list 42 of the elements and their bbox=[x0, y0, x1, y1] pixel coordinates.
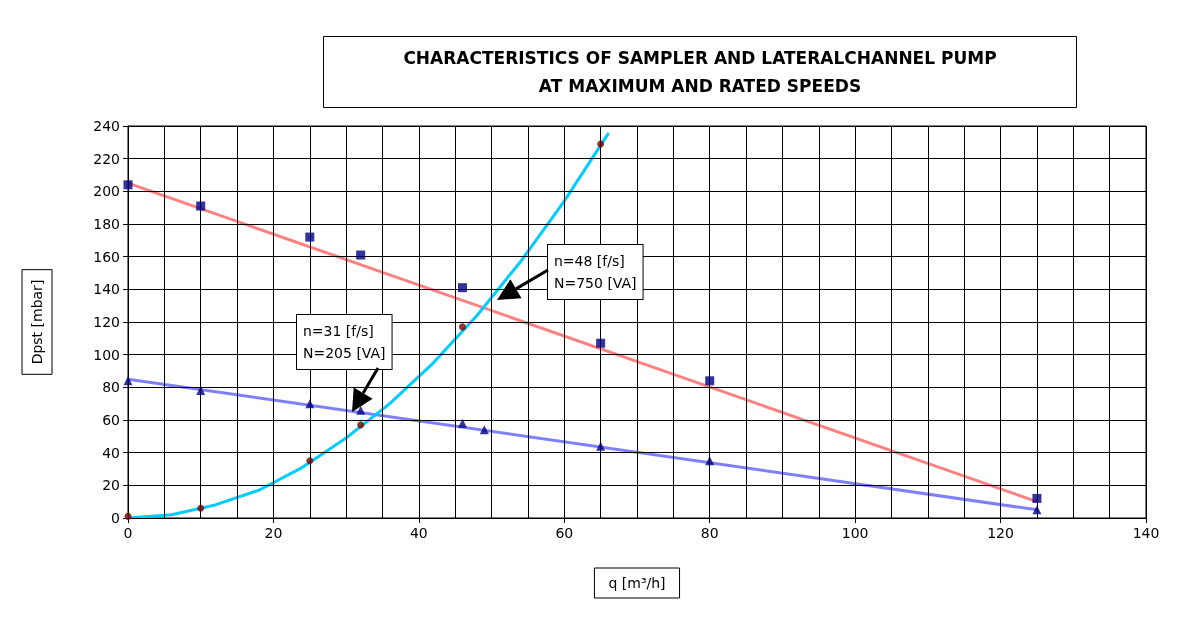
annotation: n=31 [f/s] N=205 [VA] bbox=[303, 323, 386, 361]
chart-title: CHARACTERISTICS OF SAMPLER AND LATERALCHANNEL PUMP AT MAXIMUM AND RATED SPEEDS bbox=[403, 48, 997, 96]
y-axis-title: Dpst [mbar] bbox=[29, 279, 45, 365]
y-tick-label: 20 bbox=[102, 477, 120, 494]
y-tick-label: 80 bbox=[102, 379, 120, 396]
point bbox=[356, 250, 366, 260]
point bbox=[1032, 505, 1042, 515]
y-tick-label: 160 bbox=[93, 248, 120, 265]
point bbox=[457, 283, 467, 293]
y-tick-label: 200 bbox=[93, 183, 120, 200]
point bbox=[306, 457, 314, 465]
point bbox=[305, 232, 315, 242]
x-tick-label: 120 bbox=[987, 525, 1014, 541]
point bbox=[356, 405, 366, 415]
point bbox=[357, 421, 365, 429]
point bbox=[597, 140, 605, 148]
y-tick-label: 240 bbox=[93, 118, 120, 134]
point bbox=[1032, 493, 1042, 503]
x-tick-label: 60 bbox=[555, 525, 574, 541]
point bbox=[705, 376, 715, 386]
x-tick-label: 20 bbox=[264, 525, 283, 541]
y-tick-label: 60 bbox=[102, 412, 120, 428]
y-tick-label: 120 bbox=[93, 314, 120, 330]
point bbox=[197, 504, 205, 512]
x-axis-title: q [m³/h] bbox=[608, 575, 666, 591]
point bbox=[596, 338, 606, 348]
y-tick-label: 180 bbox=[93, 216, 120, 232]
x-tick-label: 80 bbox=[700, 525, 719, 541]
point bbox=[596, 441, 606, 451]
x-tick-label: 100 bbox=[841, 525, 869, 541]
point bbox=[457, 418, 467, 428]
x-tick-label: 140 bbox=[1132, 525, 1160, 541]
point bbox=[458, 323, 466, 331]
y-tick-label: 140 bbox=[93, 281, 120, 298]
y-tick-label: 0 bbox=[111, 510, 120, 526]
annotation: n=48 [f/s] N=750 [VA] bbox=[554, 253, 637, 291]
y-tick-label: 100 bbox=[93, 346, 120, 363]
x-tick-label: 40 bbox=[409, 525, 428, 541]
y-tick-label: 220 bbox=[93, 150, 120, 167]
y-tick-label: 40 bbox=[102, 444, 120, 461]
x-tick-label: 0 bbox=[123, 525, 133, 541]
point bbox=[196, 201, 206, 211]
